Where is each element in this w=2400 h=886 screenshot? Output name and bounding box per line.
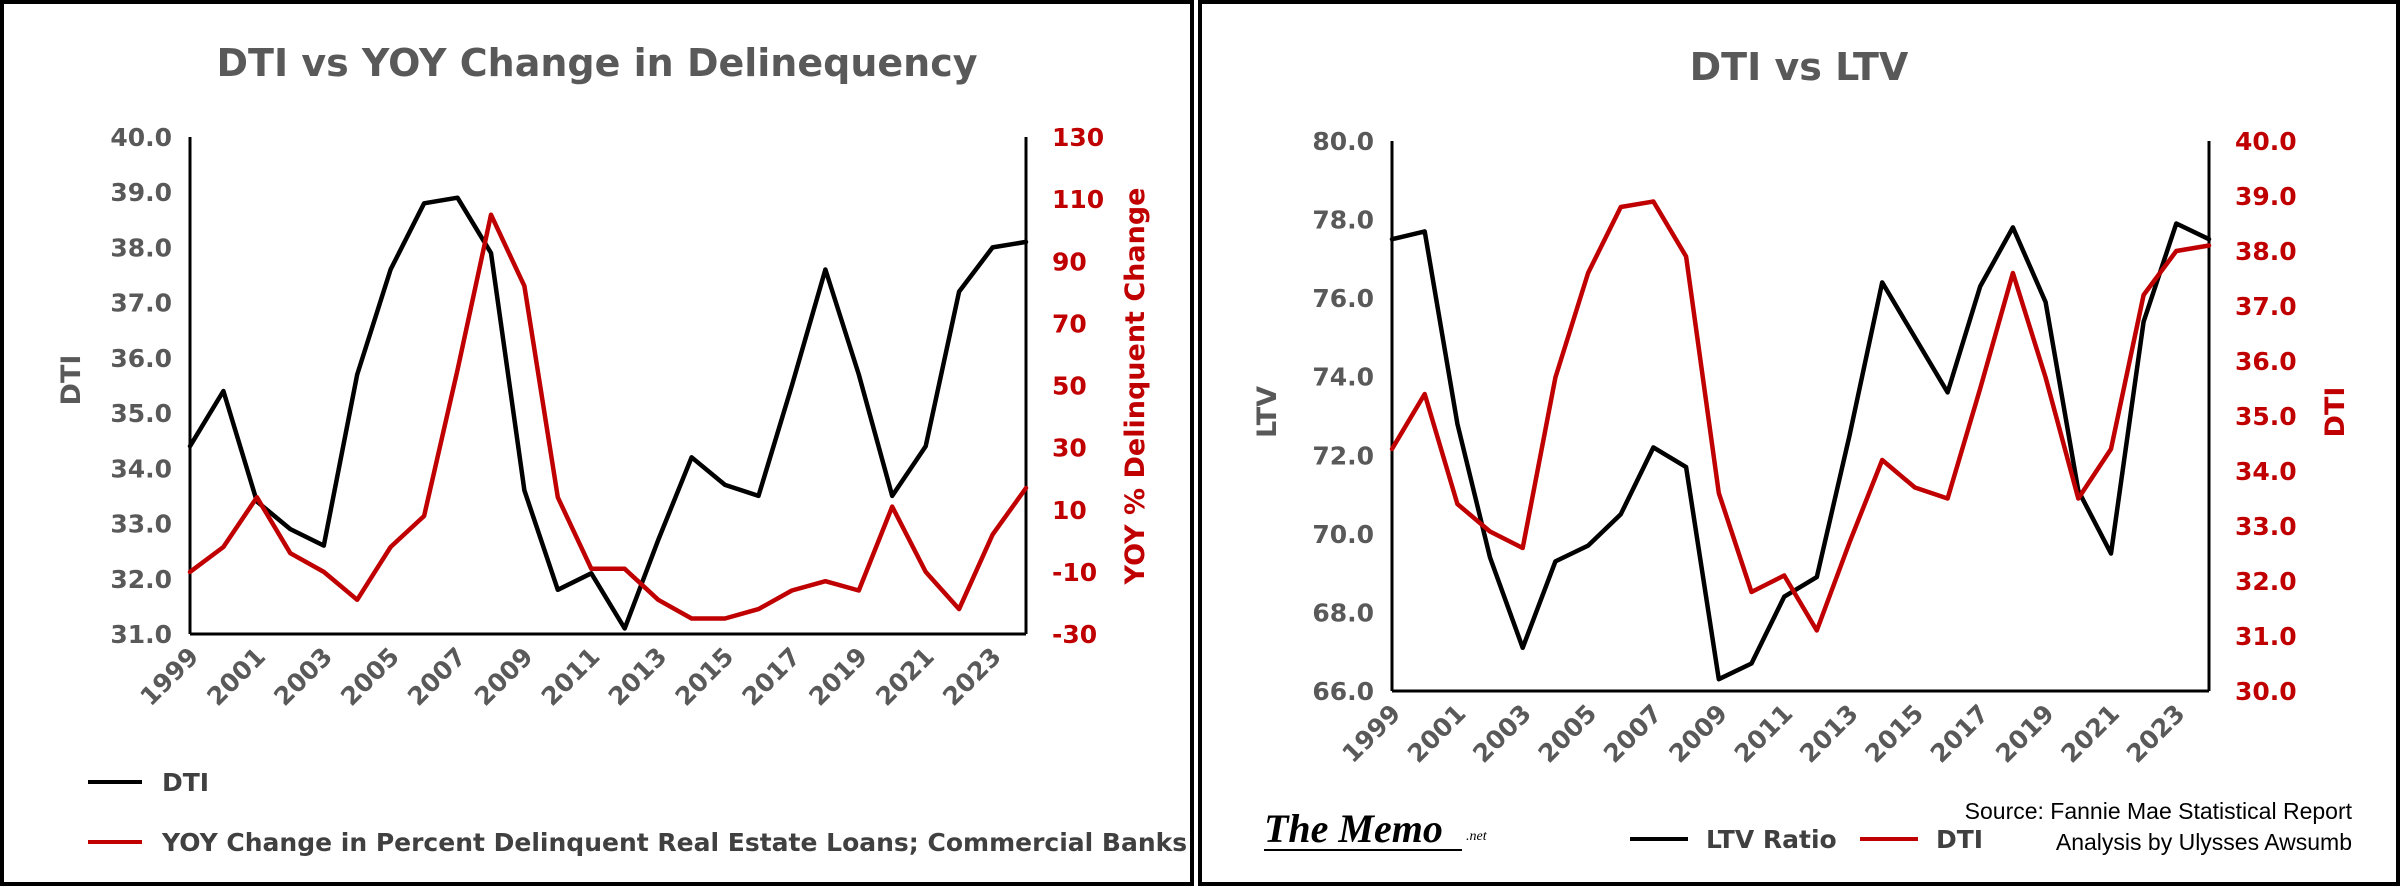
chart-2-y2-tick-label: 31.0 <box>2235 622 2297 651</box>
the-memo-logo: The Memo <box>1264 806 1443 851</box>
chart-2-y-tick-label: 76.0 <box>1312 284 1374 313</box>
chart-1-x-tick-label: 2003 <box>268 642 338 712</box>
chart-1-x-tick-label: 1999 <box>135 642 205 712</box>
chart-2-y2-tick-label: 36.0 <box>2235 347 2297 376</box>
chart-2-x-tick-label: 2009 <box>1663 699 1733 769</box>
chart-2-y2-tick-label: 30.0 <box>2235 677 2297 706</box>
chart-1-y2-tick-label: 30 <box>1052 434 1087 463</box>
source-line: Source: Fannie Mae Statistical Report <box>1965 798 2353 824</box>
legend-delinquency-label: YOY Change in Percent Delinquent Real Es… <box>161 828 1187 857</box>
legend-dti-label: DTI <box>162 768 209 797</box>
chart-1-x-tick-label: 2007 <box>402 642 472 712</box>
chart-1-y2-tick-label: -30 <box>1052 620 1097 649</box>
chart-2-svg: DTI vs LTV LTV DTI The Memo .net LTV Rat… <box>1252 45 2353 855</box>
chart-2-y-tick-label: 66.0 <box>1312 677 1374 706</box>
legend-dti-label-2: DTI <box>1936 825 1983 854</box>
chart-1-y2-tick-label: -10 <box>1052 558 1097 587</box>
chart-2-x-tick-label: 2005 <box>1533 699 1603 769</box>
chart-1-svg: DTI vs YOY Change in Delinequency DTI YO… <box>56 41 1187 857</box>
chart-2-y2-tick-label: 38.0 <box>2235 237 2297 266</box>
chart-2-y-tick-label: 80.0 <box>1312 127 1374 156</box>
chart-2-x-tick-label: 1999 <box>1337 699 1407 769</box>
chart-2-x-tick-label: 2017 <box>1925 699 1995 769</box>
chart-1-y-tick-label: 35.0 <box>110 399 172 428</box>
chart-1-x-tick-label: 2023 <box>937 642 1007 712</box>
chart-1-x-tick-label: 2015 <box>670 642 740 712</box>
chart-1-y-tick-label: 34.0 <box>110 454 172 483</box>
chart-1-y2-tick-label: 10 <box>1052 496 1087 525</box>
chart-1-y2-tick-label: 110 <box>1052 185 1104 214</box>
chart-2-y-tick-label: 68.0 <box>1312 598 1374 627</box>
chart-1-x-tick-label: 2001 <box>201 642 271 712</box>
chart-panel-dti-vs-ltv: DTI vs LTV LTV DTI The Memo .net LTV Rat… <box>1198 0 2400 886</box>
chart-2-x-tick-label: 2015 <box>1859 699 1929 769</box>
chart-2-x-tick-label: 2023 <box>2121 699 2191 769</box>
chart-1-x-tick-label: 2021 <box>870 642 940 712</box>
chart-2-x-tick-label: 2011 <box>1729 699 1799 769</box>
chart-1-series-red-line <box>187 212 1029 621</box>
chart-2-y-tick-label: 74.0 <box>1312 363 1374 392</box>
chart-1-x-tick-label: 2011 <box>536 642 606 712</box>
chart-2-y-tick-label: 72.0 <box>1312 441 1374 470</box>
chart-1-x-tick-label: 2009 <box>469 642 539 712</box>
chart-1-x-tick-label: 2005 <box>335 642 405 712</box>
chart-1-x-tick-label: 2019 <box>803 642 873 712</box>
chart-1-y-tick-label: 32.0 <box>110 565 172 594</box>
chart-2-x-tick-label: 2003 <box>1467 699 1537 769</box>
chart-2-y2-tick-label: 40.0 <box>2235 127 2297 156</box>
chart-2-series-red-line <box>1389 199 2212 633</box>
chart-2-y-axis-label: LTV <box>1252 386 1283 438</box>
chart-1-y2-tick-label: 90 <box>1052 247 1087 276</box>
chart-1-y-tick-label: 38.0 <box>110 233 172 262</box>
chart-1-y-tick-label: 37.0 <box>110 289 172 318</box>
chart-1-y-tick-label: 39.0 <box>110 178 172 207</box>
chart-1-y2-tick-label: 130 <box>1052 123 1104 152</box>
chart-1-y-tick-label: 40.0 <box>110 123 172 152</box>
chart-1-y-tick-label: 33.0 <box>110 510 172 539</box>
chart-1-series-black-line <box>187 195 1029 631</box>
chart-2-y2-tick-label: 37.0 <box>2235 292 2297 321</box>
chart-2-series-black-line <box>1389 221 2212 682</box>
chart-2-x-tick-label: 2021 <box>2055 699 2125 769</box>
chart-1-y-axis-label: DTI <box>56 355 87 406</box>
chart-2-x-tick-label: 2019 <box>1990 699 2060 769</box>
chart-2-y-tick-label: 70.0 <box>1312 520 1374 549</box>
chart-2-title: DTI vs LTV <box>1690 45 1909 89</box>
chart-1-title: DTI vs YOY Change in Delinequency <box>216 41 977 85</box>
chart-2-y2-tick-label: 33.0 <box>2235 512 2297 541</box>
chart-2-x-tick-label: 2013 <box>1794 699 1864 769</box>
chart-2-y-tick-label: 78.0 <box>1312 206 1374 235</box>
chart-1-y-tick-label: 31.0 <box>110 620 172 649</box>
chart-1-y-tick-label: 36.0 <box>110 344 172 373</box>
chart-1-x-tick-label: 2017 <box>736 642 806 712</box>
chart-panel-dti-vs-delinquency: DTI vs YOY Change in Delinequency DTI YO… <box>0 0 1194 886</box>
logo-suffix: .net <box>1466 829 1488 844</box>
chart-2-y2-tick-label: 39.0 <box>2235 182 2297 211</box>
analysis-credit-line: Analysis by Ulysses Awsumb <box>2056 829 2352 855</box>
chart-2-y2-tick-label: 32.0 <box>2235 567 2297 596</box>
chart-1-x-tick-label: 2013 <box>603 642 673 712</box>
chart-2-y2-axis-label: DTI <box>2320 387 2351 438</box>
chart-1-y2-axis-label: YOY % Delinquent Change <box>1120 188 1151 586</box>
chart-2-y2-tick-label: 34.0 <box>2235 457 2297 486</box>
chart-1-y2-tick-label: 50 <box>1052 372 1087 401</box>
chart-1-y2-tick-label: 70 <box>1052 309 1087 338</box>
chart-2-x-tick-label: 2007 <box>1598 699 1668 769</box>
legend-ltv-label: LTV Ratio <box>1706 825 1837 854</box>
chart-2-y2-tick-label: 35.0 <box>2235 402 2297 431</box>
chart-2-x-tick-label: 2001 <box>1402 699 1472 769</box>
